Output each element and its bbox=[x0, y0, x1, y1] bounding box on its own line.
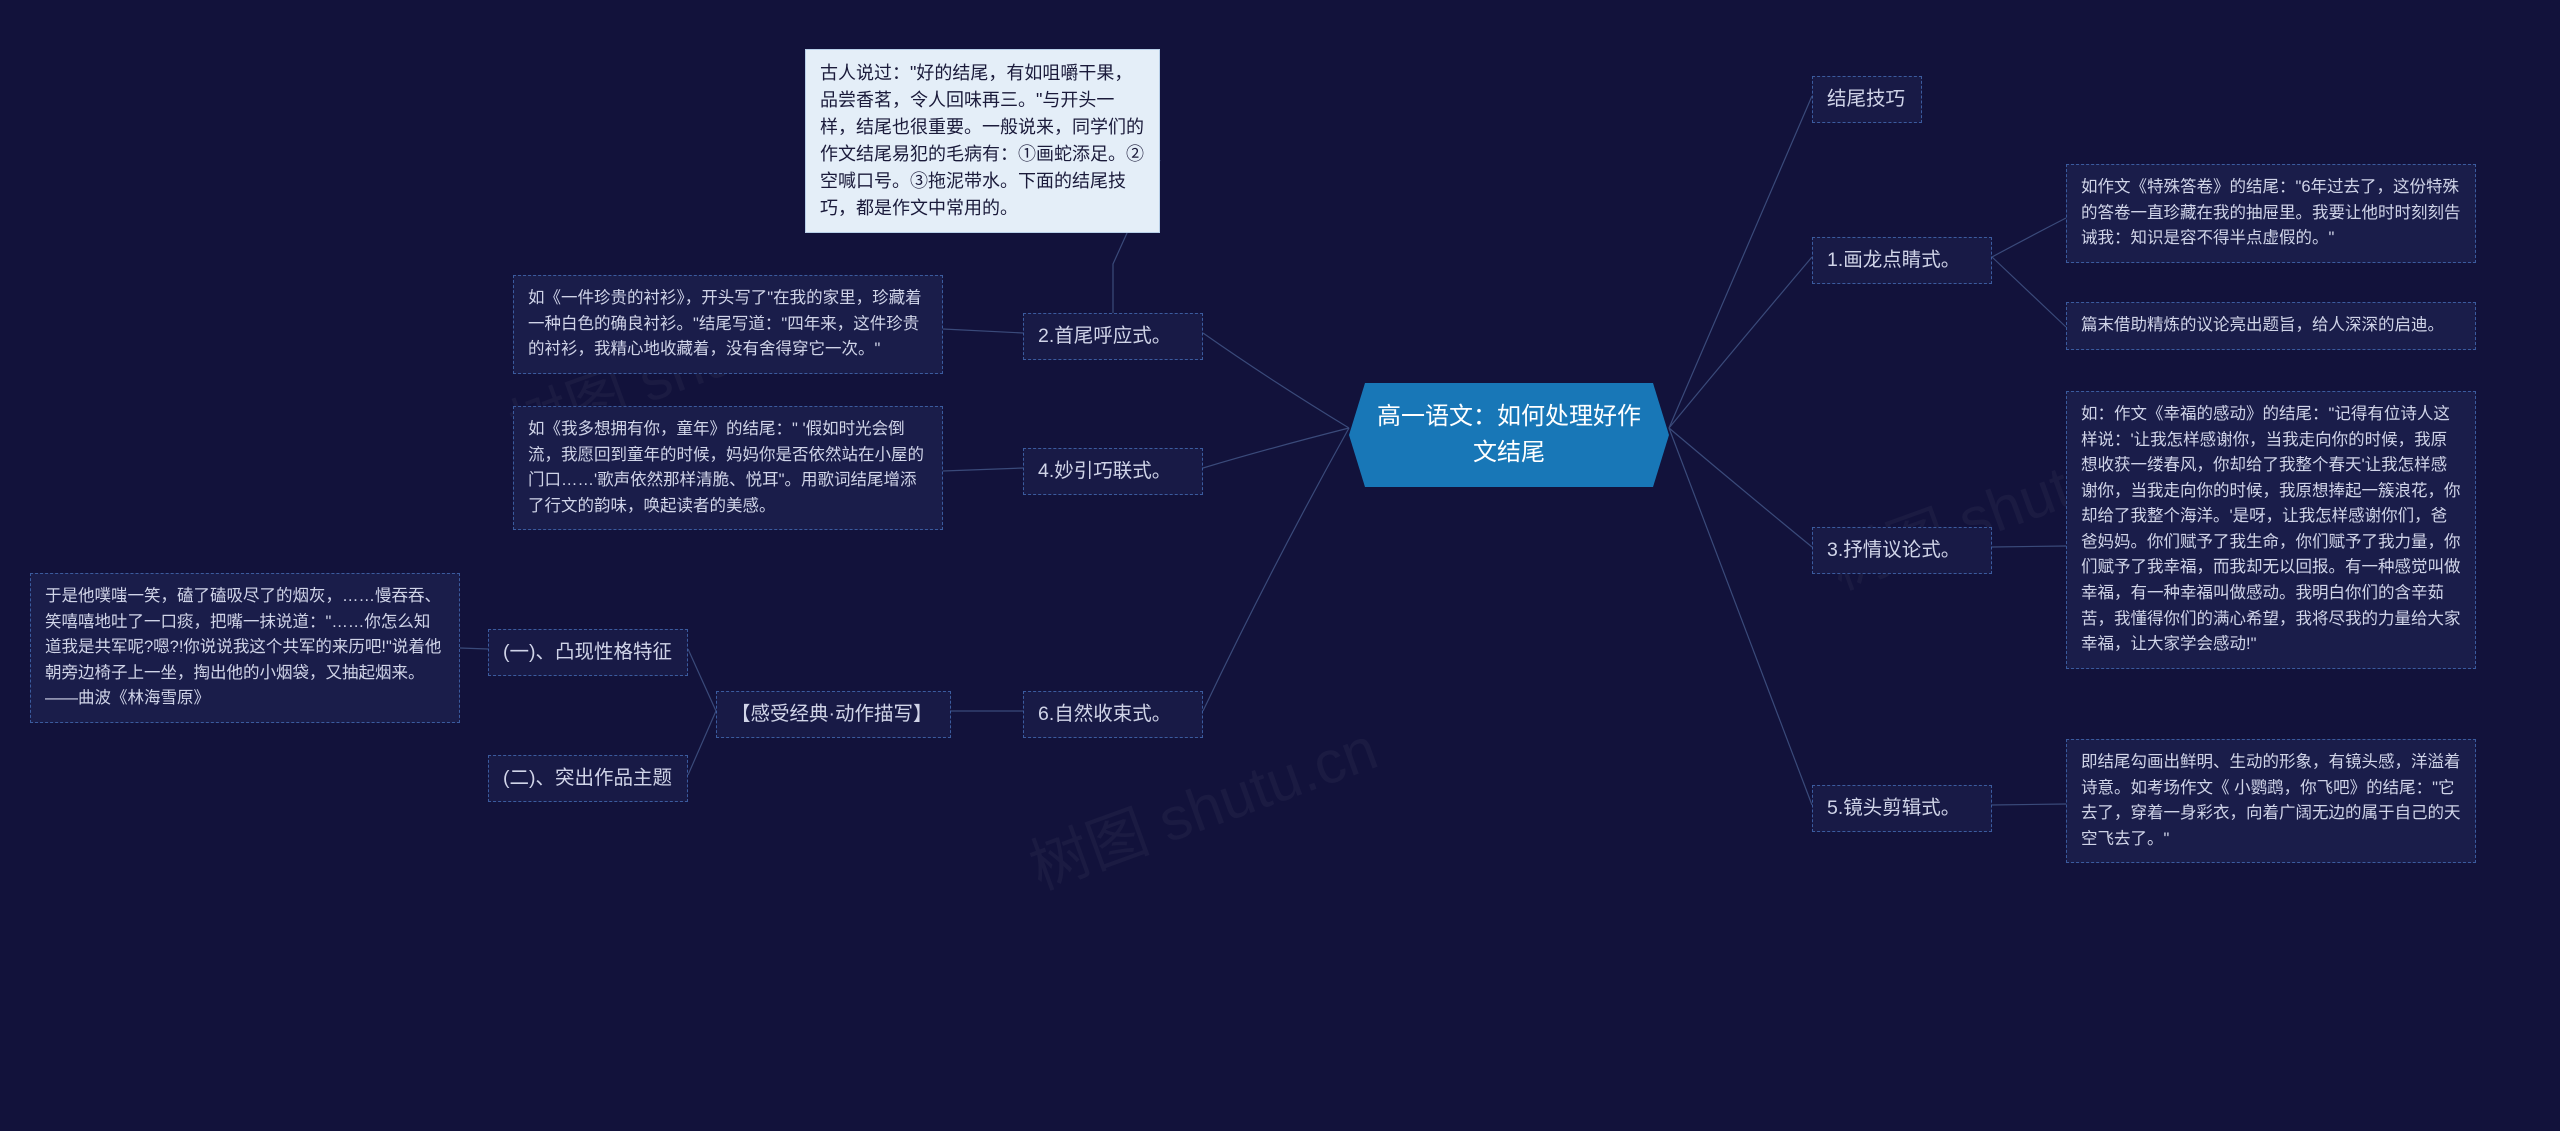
branch-r1[interactable]: 1.画龙点睛式。 bbox=[1812, 237, 1992, 284]
branch-l2[interactable]: 2.首尾呼应式。 bbox=[1023, 313, 1203, 360]
leaf-r5-0[interactable]: 即结尾勾画出鲜明、生动的形象，有镜头感，洋溢着诗意。如考场作文《 小鹦鹉，你飞吧… bbox=[2066, 739, 2476, 863]
branch-l6-c0[interactable]: (一)、凸现性格特征 bbox=[488, 629, 688, 676]
leaf-r3-0[interactable]: 如：作文《幸福的感动》的结尾："记得有位诗人这样说：'让我怎样感谢你，当我走向你… bbox=[2066, 391, 2476, 669]
branch-l6[interactable]: 6.自然收束式。 bbox=[1023, 691, 1203, 738]
leaf-l4-0[interactable]: 如《我多想拥有你，童年》的结尾：" '假如时光会倒流，我愿回到童年的时候，妈妈你… bbox=[513, 406, 943, 530]
branch-tips[interactable]: 结尾技巧 bbox=[1812, 76, 1922, 123]
leaf-l6-c0[interactable]: 于是他噗嗤一笑，磕了磕吸尽了的烟灰，……慢吞吞、笑嘻嘻地吐了一口痰，把嘴一抹说道… bbox=[30, 573, 460, 723]
branch-l6-c1[interactable]: (二)、突出作品主题 bbox=[488, 755, 688, 802]
leaf-r1-1[interactable]: 篇末借助精炼的议论亮出题旨，给人深深的启迪。 bbox=[2066, 302, 2476, 350]
intro-node[interactable]: 古人说过："好的结尾，有如咀嚼干果，品尝香茗，令人回味再三。"与开头一样，结尾也… bbox=[805, 49, 1160, 233]
center-node[interactable]: 高一语文：如何处理好作文结尾 bbox=[1349, 383, 1669, 487]
leaf-l2-0[interactable]: 如《一件珍贵的衬衫》，开头写了"在我的家里，珍藏着一种白色的确良衬衫。"结尾写道… bbox=[513, 275, 943, 374]
branch-r5[interactable]: 5.镜头剪辑式。 bbox=[1812, 785, 1992, 832]
branch-r3[interactable]: 3.抒情议论式。 bbox=[1812, 527, 1992, 574]
branch-l6-nested[interactable]: 【感受经典·动作描写】 bbox=[716, 691, 951, 738]
leaf-r1-0[interactable]: 如作文《特殊答卷》的结尾："6年过去了，这份特殊的答卷一直珍藏在我的抽屉里。我要… bbox=[2066, 164, 2476, 263]
branch-l4[interactable]: 4.妙引巧联式。 bbox=[1023, 448, 1203, 495]
